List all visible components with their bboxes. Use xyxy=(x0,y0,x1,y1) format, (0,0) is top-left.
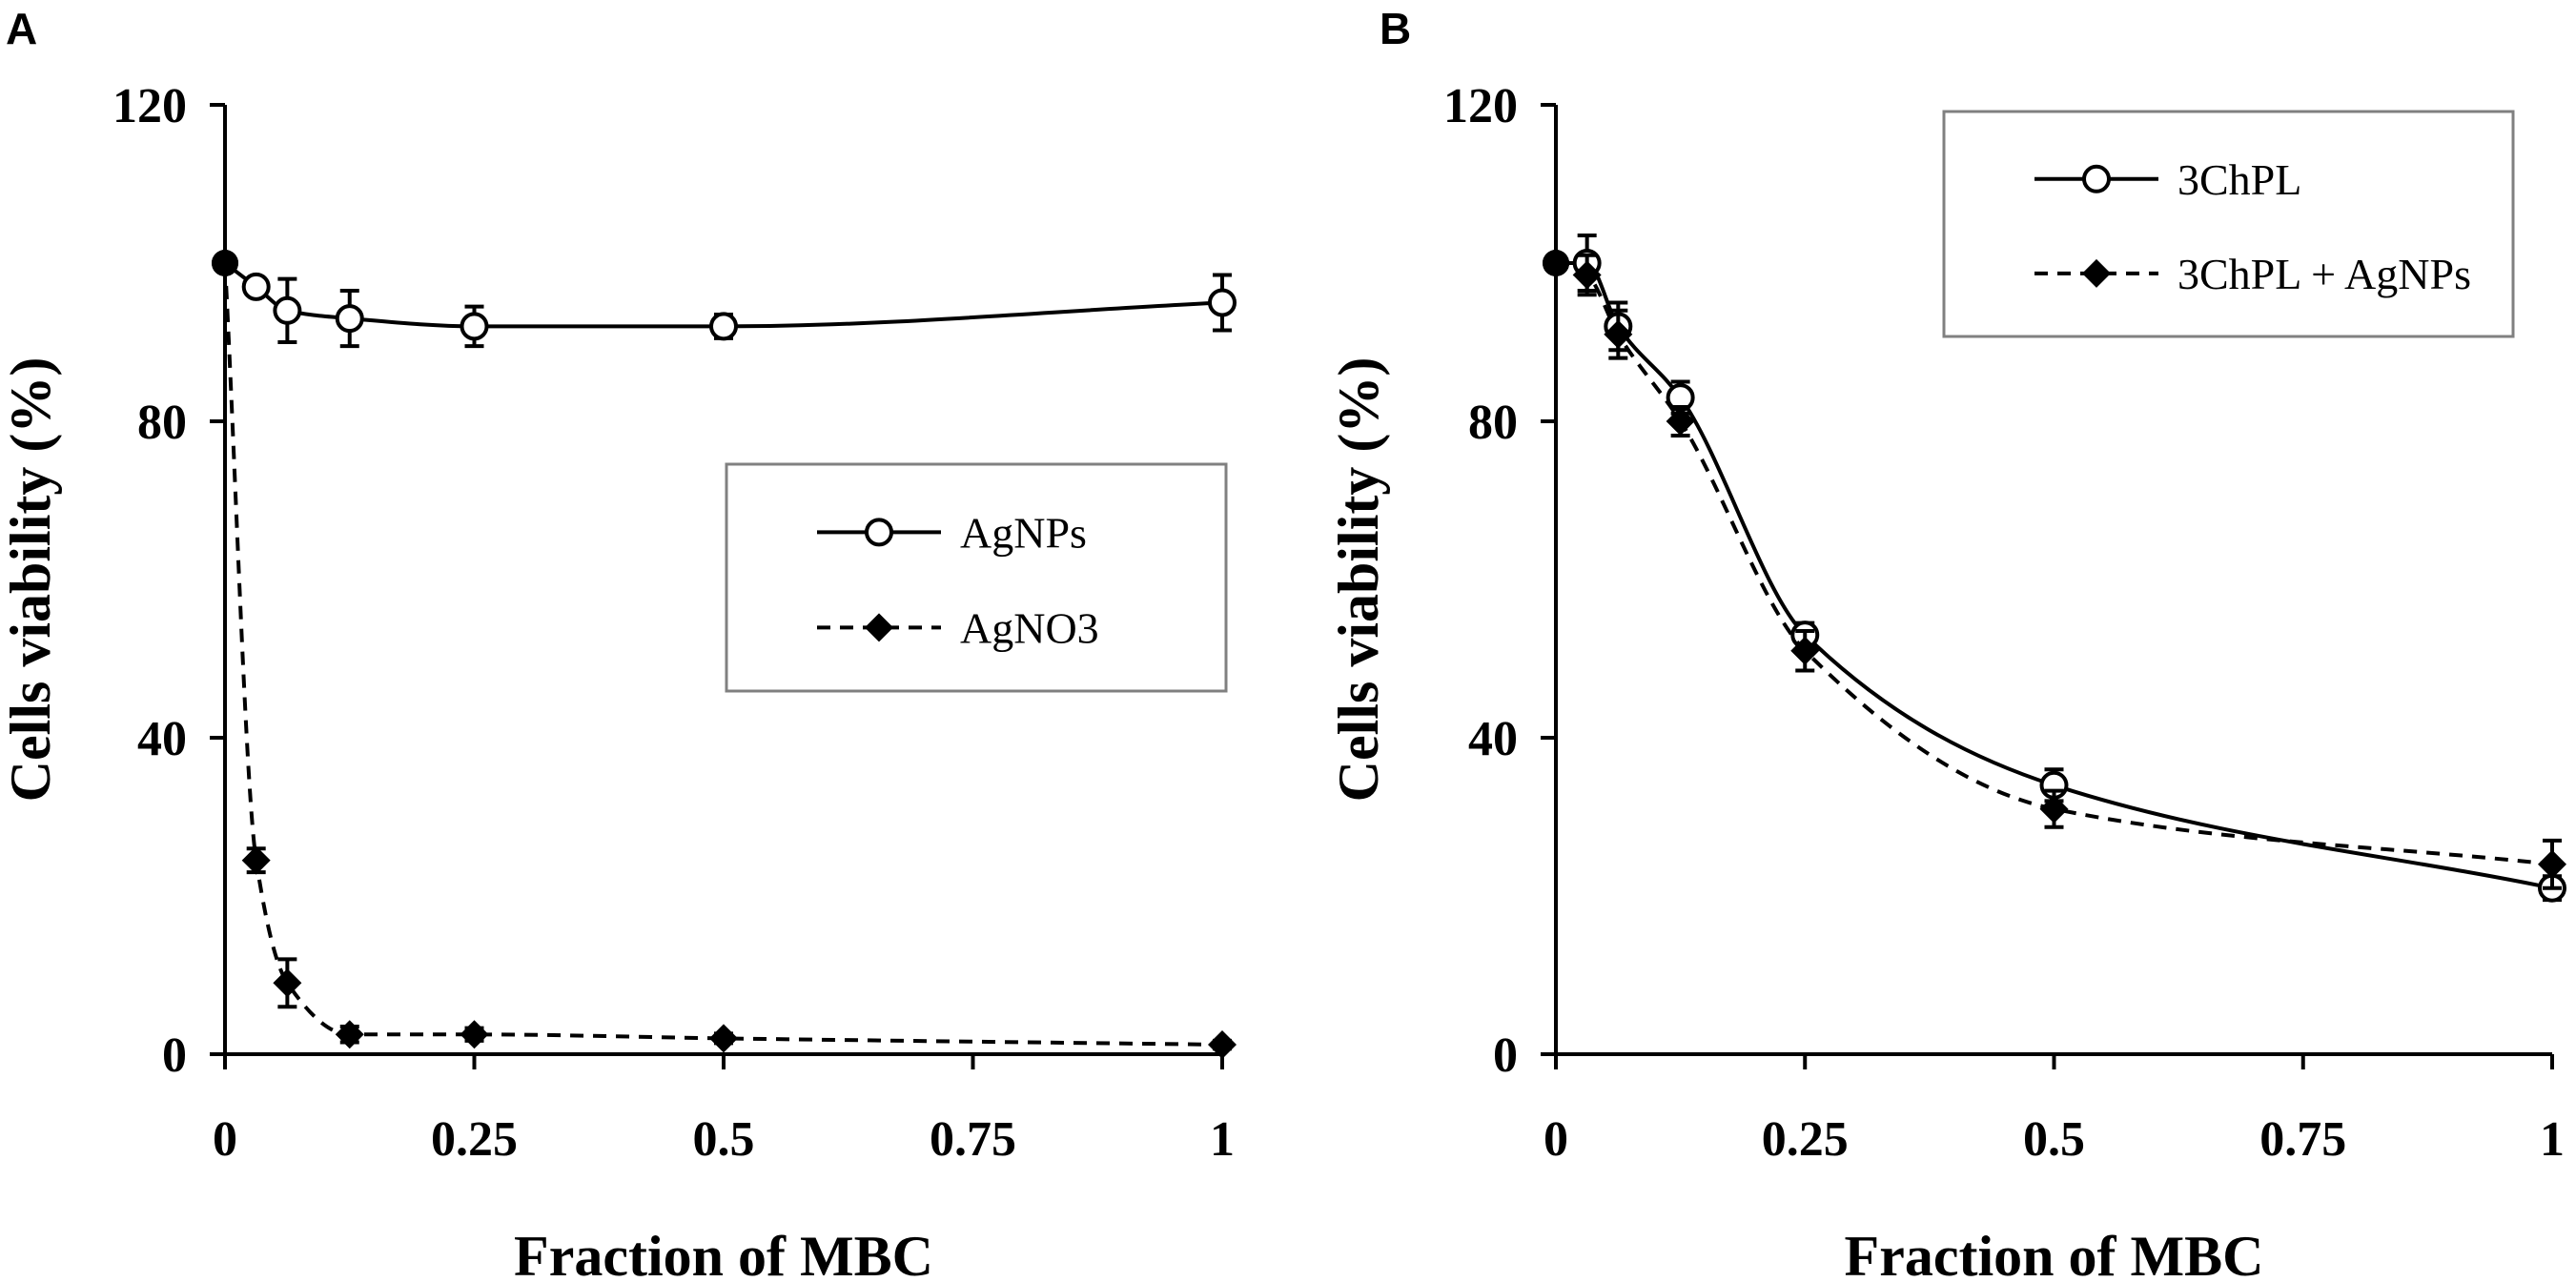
legend-3chpl-point xyxy=(2082,164,2111,193)
y-axis-title: Cells viability (%) xyxy=(0,357,62,803)
3chpl-agnps-point xyxy=(2039,794,2069,824)
agnps-point xyxy=(335,304,364,334)
y-axis-title: Cells viability (%) xyxy=(1327,357,1390,803)
3chpl-agnps-point xyxy=(1572,260,1602,290)
3chpl-agnps-point xyxy=(1604,319,1633,349)
panel-letter-a: A xyxy=(6,4,37,53)
agnps-point xyxy=(460,312,489,341)
legend-label: 3ChPL xyxy=(2177,155,2301,204)
agno3-point xyxy=(709,1024,738,1053)
agno3-point xyxy=(335,1020,364,1049)
x-tick-label: 1 xyxy=(1210,1112,1235,1167)
x-tick-label: 0.75 xyxy=(930,1112,1016,1167)
y-tick-label: 0 xyxy=(1493,1028,1518,1083)
legend-label: 3ChPL + AgNPs xyxy=(2177,250,2471,298)
series-line-3chpl-agnps xyxy=(1555,261,2553,866)
y-tick-label: 40 xyxy=(1468,712,1518,766)
x-tick-label: 1 xyxy=(2540,1112,2565,1167)
series-3chpl-agnps xyxy=(1543,250,2566,890)
y-tick-label: 120 xyxy=(1443,79,1518,133)
agno3-point xyxy=(273,968,302,998)
agnps-point xyxy=(273,295,302,325)
x-tick-label: 0.75 xyxy=(2259,1112,2346,1167)
3chpl-agnps-point xyxy=(1543,250,1569,276)
legend-box xyxy=(1942,110,2515,338)
x-tick-label: 0 xyxy=(213,1112,237,1167)
agno3-point xyxy=(212,250,238,276)
agnps-point xyxy=(241,272,271,301)
y-tick-label: 80 xyxy=(1468,396,1518,450)
series-line-agno3 xyxy=(223,262,1223,1047)
panel-b-chart: 0 40 80 120 0 0.25 0.5 0.75 1 Fraction of MBC Cell… xyxy=(1327,79,2566,1282)
series-agnps xyxy=(212,250,1237,349)
legend-box xyxy=(725,462,1228,693)
y-tick-label: 40 xyxy=(137,712,187,766)
x-tick-label: 0 xyxy=(1544,1112,1568,1167)
series-agno3 xyxy=(212,250,1237,1060)
panel-a-chart: 0 40 80 120 0 0.25 0.5 0.75 1 Fraction of MBC Cell… xyxy=(0,79,1237,1282)
legend-label: AgNPs xyxy=(960,508,1087,557)
y-tick-label: 0 xyxy=(162,1028,187,1083)
x-axis-title: Fraction of MBC xyxy=(1845,1225,2264,1282)
3chpl-agnps-point xyxy=(2538,849,2566,879)
legend-agno3-point xyxy=(865,613,893,642)
x-tick-label: 0.5 xyxy=(693,1112,755,1167)
agnps-point xyxy=(1208,288,1237,317)
panel-letter-b: B xyxy=(1380,4,1411,53)
agno3-point xyxy=(1208,1030,1237,1060)
x-axis-title: Fraction of MBC xyxy=(514,1225,933,1282)
x-tick-label: 0.5 xyxy=(2023,1112,2085,1167)
3chpl-agnps-point xyxy=(1666,407,1695,436)
legend: AgNPs AgNO3 xyxy=(725,462,1228,693)
agno3-point xyxy=(241,845,271,875)
legend-3chpl-agnps-point xyxy=(2082,258,2111,288)
series-line-3chpl xyxy=(1556,261,2553,890)
agnps-point xyxy=(709,312,738,341)
x-tick-label: 0.25 xyxy=(1762,1112,1849,1167)
agno3-point xyxy=(460,1020,489,1049)
legend-agnps-point xyxy=(865,518,893,547)
legend: 3ChPL 3ChPL + AgNPs xyxy=(1942,110,2515,338)
y-tick-label: 80 xyxy=(137,396,187,450)
y-tick-label: 120 xyxy=(112,79,187,133)
x-tick-label: 0.25 xyxy=(431,1112,518,1167)
legend-label: AgNO3 xyxy=(960,603,1099,652)
3chpl-agnps-point xyxy=(1790,636,1820,665)
